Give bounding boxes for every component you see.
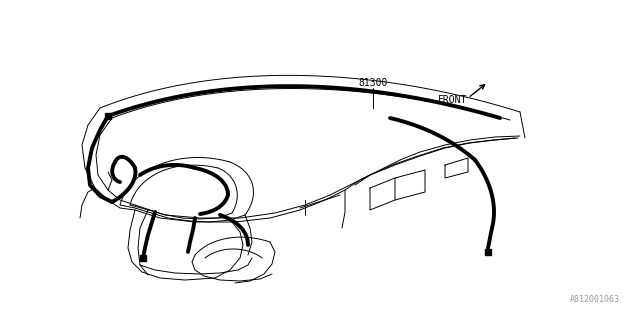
Text: FRONT: FRONT <box>438 95 467 105</box>
Text: A812001063: A812001063 <box>570 295 620 304</box>
Text: 81300: 81300 <box>358 78 388 88</box>
